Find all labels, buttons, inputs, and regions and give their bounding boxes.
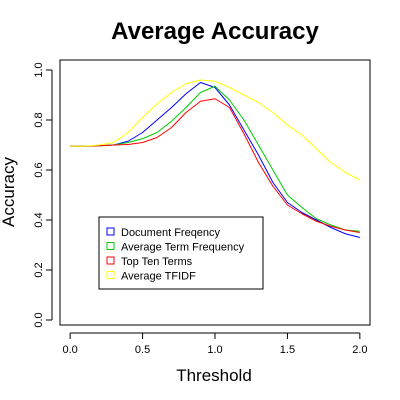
legend-label: Document Freqency: [121, 227, 221, 239]
plot-frame: [59, 59, 371, 326]
legend-label: Average TFIDF: [121, 271, 196, 283]
legend-marker: [106, 227, 115, 236]
x-tick-label: 0.0: [62, 344, 77, 356]
y-tick-label: 0.0: [33, 312, 45, 327]
x-axis: 0.0 0.5 1.0 1.5 2.0: [62, 332, 368, 356]
legend-box: [98, 216, 264, 290]
y-tick-label: 0.4: [33, 212, 45, 227]
legend: Document Freqency Average Term Frequency T…: [98, 216, 264, 290]
legend-label: Top Ten Terms: [121, 256, 193, 268]
legend-marker: [106, 242, 115, 250]
legend-label: Average Term Frequency: [121, 242, 245, 254]
y-tick-label: 0.6: [33, 162, 45, 177]
y-tick-label: 1.0: [33, 62, 45, 77]
y-axis-title: Accuracy: [0, 157, 18, 227]
y-axis: 0.0 0.2 0.4 0.6 0.8 1.0: [33, 62, 53, 328]
series-line-2: [70, 85, 360, 232]
series-line-3: [70, 98, 360, 233]
x-tick-label: 0.5: [135, 344, 150, 356]
chart-title: Average Accuracy: [111, 18, 319, 45]
legend-marker: [106, 271, 115, 279]
x-axis-title: Threshold: [176, 366, 252, 385]
x-tick-label: 2.0: [352, 344, 367, 356]
x-tick-label: 1.0: [207, 344, 222, 356]
y-tick-label: 0.8: [33, 112, 45, 127]
series-line-4: [70, 79, 361, 181]
plot-lines: [70, 79, 361, 238]
x-tick-label: 1.5: [280, 344, 295, 356]
y-tick-label: 0.2: [33, 262, 45, 277]
legend-marker: [106, 256, 115, 265]
